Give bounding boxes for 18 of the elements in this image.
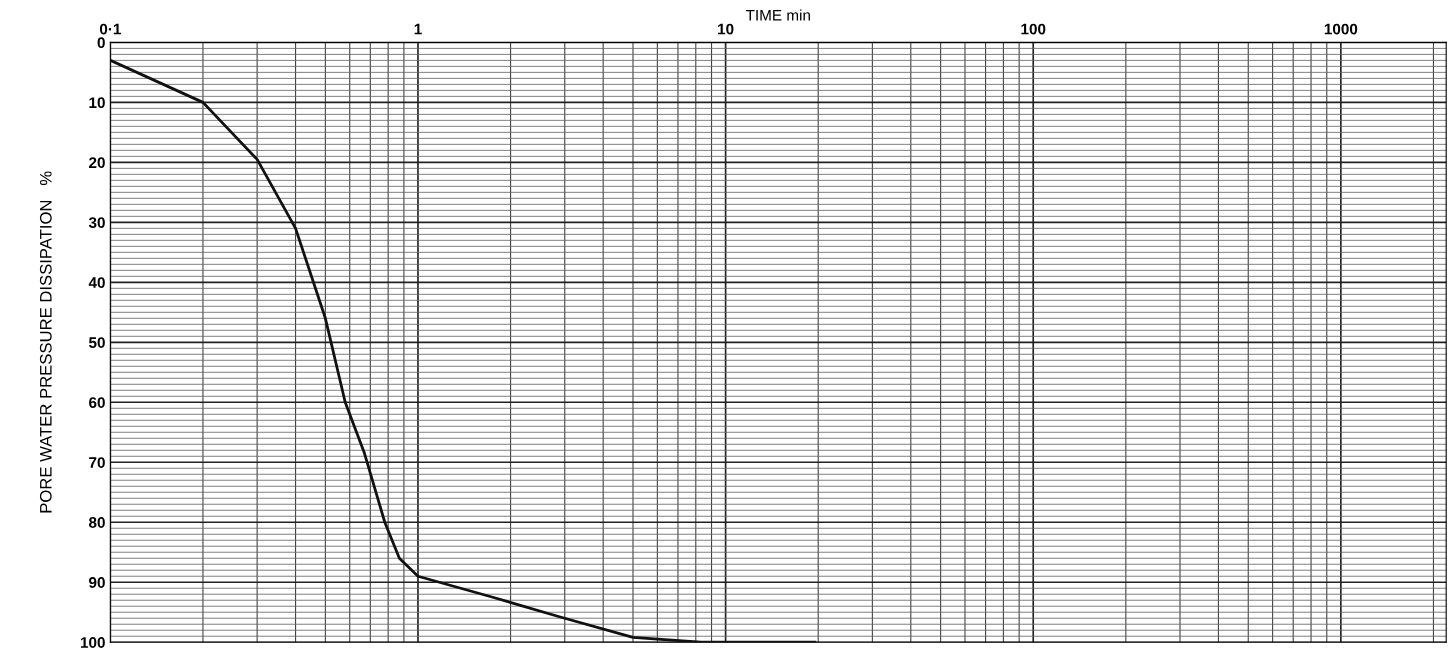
y-tick-label: 50 [88,337,105,348]
y-tick-label: 80 [88,517,105,528]
y-tick-label: 100 [80,637,105,648]
y-tick-label: 90 [89,577,105,588]
y-tick-label: 40 [88,277,105,288]
x-axis-title: TIME min [745,9,810,21]
x-tick-label: 100 [1021,23,1046,35]
y-tick-label: 0 [97,37,105,49]
x-tick-label: 10 [718,23,734,35]
y-axis-title: PORE WATER PRESSURE DISSIPATION % [39,171,52,513]
y-tick-label: 60 [89,397,105,408]
x-tick-label: 0·1 [99,23,121,35]
y-tick-label: 20 [89,157,105,169]
y-tick-label: 70 [89,457,105,468]
y-tick-label: 10 [89,97,105,109]
y-tick-label: 30 [88,217,105,229]
x-tick-label: 1000 [1324,23,1358,35]
x-tick-label: 1 [414,23,422,35]
